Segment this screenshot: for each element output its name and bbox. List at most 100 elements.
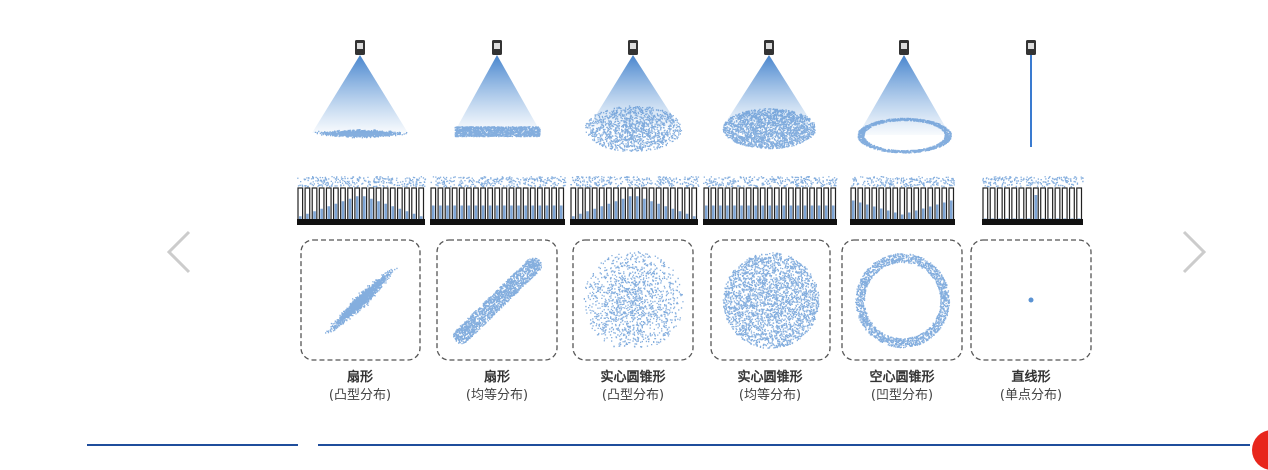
tube-fill — [950, 200, 953, 219]
chevron-left-icon — [166, 230, 191, 274]
tube-fill — [643, 198, 646, 219]
nozzle-window — [1028, 43, 1034, 49]
tube-fill — [391, 206, 395, 219]
pattern-subtitle: (凸型分布) — [601, 388, 665, 403]
spray-particles — [982, 176, 1084, 188]
tube — [996, 187, 1003, 221]
tube-fill — [621, 198, 625, 219]
footprint-straight — [1028, 297, 1034, 303]
tube-fill — [363, 196, 366, 219]
pattern-solid-convex — [570, 40, 700, 361]
tube-fill — [1005, 218, 1009, 219]
pattern-label: 实心圆锥形 (均等分布) — [700, 369, 840, 405]
tube-fill — [467, 205, 471, 219]
spray-particles — [585, 105, 683, 152]
nozzle-window — [494, 43, 500, 49]
pattern-title: 扇形 — [346, 370, 373, 385]
pattern-subtitle: (凹型分布) — [870, 388, 934, 403]
pattern-title: 空心圆锥形 — [869, 370, 935, 385]
footprint-fan-convex — [325, 267, 398, 334]
tube-fill — [341, 201, 345, 219]
pattern-title: 扇形 — [483, 370, 510, 385]
tube-fill — [915, 210, 918, 219]
tube-fill — [866, 204, 869, 219]
tube — [1068, 187, 1075, 221]
tube-fill — [859, 202, 862, 219]
tube-fill — [398, 208, 402, 219]
tube-fill — [495, 205, 499, 219]
footprint-solid-uniform — [722, 252, 820, 349]
collection-tubes — [430, 176, 567, 225]
chevron-right-icon — [1182, 230, 1207, 274]
tube-fill — [685, 213, 689, 219]
tube — [570, 187, 577, 221]
prev-button[interactable] — [163, 228, 193, 276]
pattern-subtitle: (均等分布) — [738, 388, 802, 403]
tube — [1011, 187, 1018, 221]
tube-fill — [510, 205, 513, 219]
tube-fill — [782, 205, 786, 219]
tube-fill — [692, 216, 696, 219]
tube-fill — [761, 205, 764, 219]
tube-fill — [817, 205, 821, 219]
tube-fill — [453, 205, 456, 219]
spray-cone — [722, 55, 815, 128]
nozzle-window — [766, 43, 772, 49]
tube-fill — [412, 213, 416, 219]
tube-fill — [824, 205, 828, 219]
tube — [1004, 187, 1010, 221]
spray-particles — [851, 176, 955, 188]
tube-fill — [943, 202, 946, 219]
pattern-solid-uniform — [703, 40, 838, 361]
collection-tubes — [570, 176, 700, 225]
collection-tubes — [850, 176, 955, 225]
tube — [1025, 187, 1032, 221]
pattern-title: 直线形 — [1011, 370, 1051, 385]
tube-fill — [377, 201, 380, 219]
tube-fill — [747, 205, 750, 219]
tube-fill — [1063, 218, 1067, 219]
spray-particles — [722, 108, 816, 150]
tube-fill — [873, 206, 876, 219]
tube-fill — [1070, 218, 1074, 219]
next-button[interactable] — [1180, 228, 1210, 276]
tube-fill — [657, 203, 660, 219]
pattern-label: 空心圆锥形 (凹型分布) — [832, 369, 972, 405]
spray-cone — [858, 55, 950, 135]
tube-fill — [586, 211, 589, 219]
tube-fill — [439, 205, 442, 219]
tube-base — [703, 219, 837, 225]
tube-fill — [726, 205, 729, 219]
collection-tubes — [703, 176, 838, 225]
tube — [989, 187, 996, 221]
tube-fill — [678, 211, 682, 219]
tube-fill — [1020, 218, 1023, 219]
tube — [1054, 187, 1061, 221]
tube-fill — [901, 214, 904, 219]
pattern-subtitle: (均等分布) — [465, 388, 529, 403]
spray-particles — [314, 129, 408, 139]
tube — [1040, 187, 1047, 221]
tube-fill — [671, 208, 675, 219]
pattern-fan-uniform — [430, 40, 567, 361]
tube-fill — [796, 205, 800, 219]
tube — [1061, 187, 1068, 221]
pattern-footprint-box — [841, 239, 963, 361]
tube-fill — [712, 205, 715, 219]
tube-fill — [1077, 218, 1081, 219]
pattern-label: 实心圆锥形 (凸型分布) — [563, 369, 703, 405]
tube-base — [297, 219, 425, 225]
tube-base — [430, 219, 565, 225]
tube — [1018, 187, 1025, 221]
section-divider — [318, 444, 1250, 446]
tube-fill — [1048, 218, 1052, 219]
tube-fill — [432, 205, 435, 219]
tube-fill — [810, 205, 814, 219]
tube-fill — [481, 205, 485, 219]
tube-fill — [299, 216, 302, 219]
tube-fill — [705, 205, 708, 219]
pattern-label: 直线形 (单点分布) — [961, 369, 1101, 405]
pattern-footprint-box — [436, 239, 558, 361]
tube-fill — [355, 196, 359, 219]
footprint-hollow — [855, 253, 951, 349]
